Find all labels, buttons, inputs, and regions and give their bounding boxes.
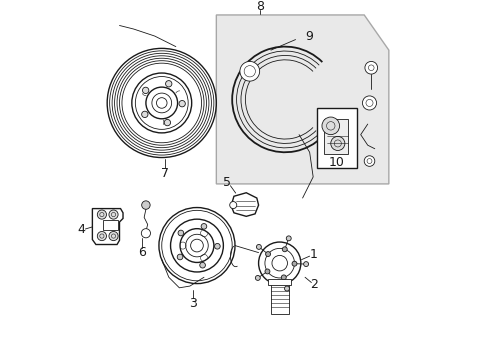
- Circle shape: [303, 262, 308, 266]
- Circle shape: [330, 136, 344, 150]
- Circle shape: [97, 210, 106, 219]
- Bar: [323, 119, 347, 154]
- Text: 7: 7: [161, 167, 169, 180]
- Circle shape: [229, 202, 236, 208]
- Circle shape: [132, 73, 191, 133]
- Bar: [270, 283, 288, 314]
- Circle shape: [109, 210, 118, 219]
- Bar: [316, 108, 356, 168]
- Circle shape: [265, 252, 270, 257]
- Circle shape: [258, 242, 300, 284]
- Text: 2: 2: [310, 279, 318, 292]
- Circle shape: [282, 247, 286, 252]
- Circle shape: [284, 286, 289, 291]
- Circle shape: [200, 262, 205, 268]
- Circle shape: [97, 231, 106, 240]
- Circle shape: [164, 120, 170, 126]
- Circle shape: [141, 229, 150, 238]
- Text: 6: 6: [138, 246, 146, 259]
- Circle shape: [201, 224, 206, 229]
- Circle shape: [256, 244, 261, 249]
- Circle shape: [145, 87, 177, 119]
- Text: 9: 9: [305, 30, 313, 42]
- Text: 5: 5: [223, 176, 230, 189]
- Circle shape: [170, 219, 223, 272]
- Circle shape: [285, 236, 291, 241]
- Circle shape: [177, 254, 183, 260]
- Text: 3: 3: [189, 297, 197, 310]
- Circle shape: [362, 96, 376, 110]
- Circle shape: [142, 87, 148, 94]
- Text: 8: 8: [256, 0, 264, 13]
- Circle shape: [214, 243, 220, 249]
- Circle shape: [180, 229, 213, 262]
- Circle shape: [159, 207, 235, 284]
- Text: 4: 4: [77, 223, 85, 236]
- Text: 1: 1: [308, 248, 316, 261]
- Circle shape: [240, 62, 259, 81]
- Circle shape: [142, 111, 148, 118]
- Circle shape: [165, 81, 172, 87]
- Circle shape: [291, 261, 296, 266]
- Circle shape: [255, 275, 260, 280]
- Circle shape: [281, 275, 285, 280]
- Circle shape: [179, 100, 185, 107]
- Text: 10: 10: [328, 156, 345, 169]
- Bar: [268, 279, 290, 285]
- Circle shape: [178, 230, 183, 236]
- Circle shape: [109, 231, 118, 240]
- Polygon shape: [231, 193, 258, 216]
- Circle shape: [321, 117, 339, 135]
- Bar: [103, 220, 118, 230]
- Polygon shape: [92, 208, 123, 244]
- Circle shape: [364, 156, 374, 166]
- Polygon shape: [216, 15, 388, 184]
- Circle shape: [142, 201, 150, 209]
- Circle shape: [364, 62, 377, 74]
- Circle shape: [264, 269, 269, 274]
